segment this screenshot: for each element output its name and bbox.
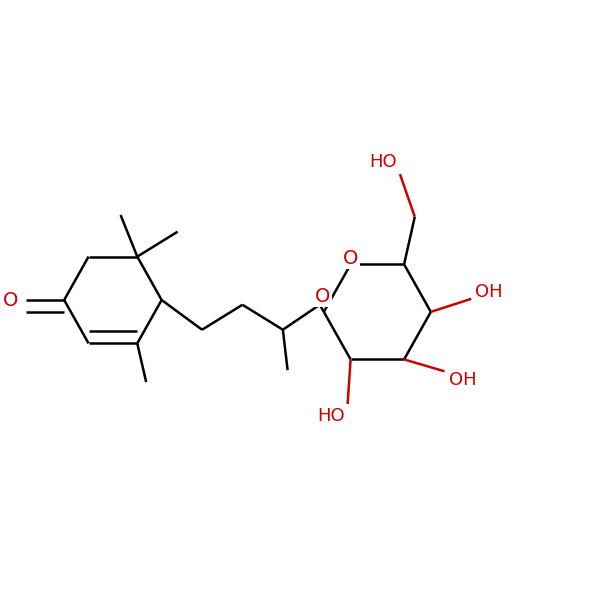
Text: O: O (3, 290, 19, 310)
Text: O: O (343, 249, 358, 268)
Text: O: O (315, 287, 331, 306)
Text: HO: HO (370, 153, 397, 171)
Text: OH: OH (449, 371, 476, 389)
Text: HO: HO (317, 407, 345, 425)
Text: OH: OH (475, 283, 503, 301)
